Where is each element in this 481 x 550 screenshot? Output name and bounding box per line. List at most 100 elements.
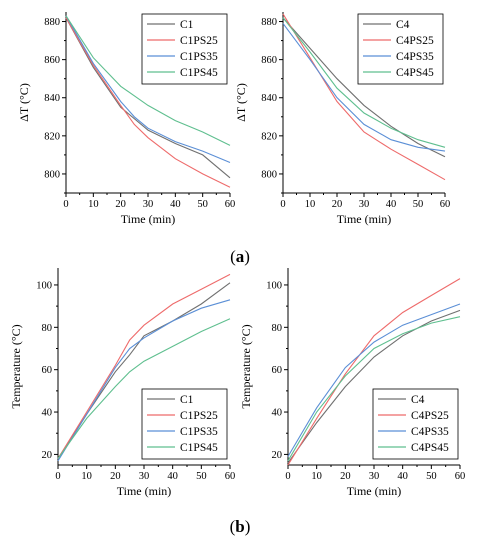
legend-label: C1PS25 [180, 35, 218, 47]
series-line-c1 [65, 17, 231, 179]
y-axis-title: ΔT (°C) [17, 83, 31, 122]
series-line-c4ps35 [287, 303, 461, 457]
legend: C4 C4PS25 C4PS35 C4PS45 [357, 13, 444, 85]
y-tick-label: 800 [261, 169, 277, 180]
x-tick-label: 30 [143, 199, 154, 210]
chart-b-left: 0 10 20 30 40 50 60 20 40 60 80 100 Time (min) Temper… [9, 268, 235, 498]
legend-label: C1PS25 [180, 410, 218, 422]
svg-text:(a): (a) [230, 247, 250, 266]
legend-label: C4PS45 [411, 442, 449, 454]
x-tick-label: 30 [139, 471, 150, 482]
y-tick-label: 20 [272, 450, 283, 461]
x-axis-title: Time (min) [117, 484, 172, 498]
legend-label: C4PS35 [411, 426, 449, 438]
x-tick-label: 20 [340, 471, 351, 482]
legend-label: C1PS35 [180, 51, 218, 63]
series-line-c1ps25 [65, 17, 231, 188]
x-tick-label: 0 [280, 199, 285, 210]
y-tick-label: 820 [261, 131, 277, 142]
x-tick-label: 60 [225, 199, 236, 210]
y-tick-label: 40 [42, 408, 53, 419]
y-tick-label: 880 [44, 17, 60, 28]
x-tick-label: 30 [369, 471, 380, 482]
y-tick-label: 840 [261, 93, 277, 104]
series-line-c1ps45 [65, 15, 231, 146]
y-tick-label: 20 [42, 450, 53, 461]
x-tick-label: 60 [455, 471, 466, 482]
legend: C4 C4PS25 C4PS35 C4PS45 [372, 388, 459, 460]
x-tick-label: 10 [81, 471, 92, 482]
x-tick-label: 50 [426, 471, 437, 482]
y-axis-title: ΔT (°C) [234, 83, 248, 122]
y-axis-title: Temperature (°C) [239, 324, 253, 408]
x-tick-label: 20 [110, 471, 121, 482]
legend-label: C1PS45 [180, 442, 218, 454]
x-tick-label: 30 [359, 199, 370, 210]
x-tick-label: 50 [413, 199, 424, 210]
panel-b-open: ( [230, 517, 236, 536]
series-line-c4ps25 [287, 278, 461, 466]
x-tick-label: 40 [170, 199, 181, 210]
series-line-c4ps45 [282, 17, 446, 148]
series-line-c1ps35 [57, 299, 231, 462]
y-tick-label: 880 [261, 17, 277, 28]
x-tick-label: 60 [225, 471, 236, 482]
series-line-c4ps45 [287, 316, 461, 462]
y-tick-label: 820 [44, 131, 60, 142]
x-tick-label: 10 [305, 199, 316, 210]
x-tick-label: 0 [63, 199, 68, 210]
y-tick-label: 860 [44, 55, 60, 66]
chart-a-left: 0 10 20 30 40 50 60 800 820 840 860 880 Time (min) ΔT… [17, 12, 235, 226]
y-tick-label: 80 [42, 323, 53, 334]
x-tick-label: 20 [115, 199, 126, 210]
series-line-c4ps35 [282, 23, 446, 152]
x-tick-label: 10 [311, 471, 322, 482]
x-tick-label: 60 [440, 199, 451, 210]
x-tick-label: 40 [397, 471, 408, 482]
panel-a-label: (a) [230, 247, 250, 266]
legend-label: C4 [396, 19, 410, 31]
x-tick-label: 20 [332, 199, 343, 210]
x-tick-label: 40 [167, 471, 178, 482]
x-axis-title: Time (min) [121, 212, 176, 226]
y-tick-label: 800 [44, 169, 60, 180]
panel-b-close: ) [245, 517, 251, 536]
panel-a-close: ) [244, 247, 250, 266]
series-line-c1ps35 [65, 15, 231, 164]
series-line-c4 [282, 17, 446, 158]
series-line-c1ps45 [57, 318, 231, 459]
x-tick-label: 10 [88, 199, 99, 210]
y-tick-label: 100 [266, 280, 282, 291]
y-tick-label: 860 [261, 55, 277, 66]
svg-text:(b): (b) [230, 517, 251, 536]
legend-label: C4PS25 [411, 410, 449, 422]
y-tick-label: 840 [44, 93, 60, 104]
chart-a-right: 0 10 20 30 40 50 60 800 820 840 860 880 Time (min) ΔT… [234, 12, 450, 226]
panel-a-open: ( [230, 247, 236, 266]
legend-label: C4 [411, 394, 425, 406]
panel-a-letter: a [236, 247, 245, 266]
x-tick-label: 50 [196, 471, 207, 482]
legend-label: C4PS25 [396, 35, 434, 47]
y-tick-label: 60 [272, 365, 283, 376]
x-axis-title: Time (min) [337, 212, 392, 226]
y-axis-title: Temperature (°C) [9, 324, 23, 408]
y-tick-label: 40 [272, 408, 283, 419]
panel-b-label: (b) [230, 517, 251, 536]
legend: C1 C1PS25 C1PS35 C1PS45 [141, 13, 228, 85]
legend: C1 C1PS25 C1PS35 C1PS45 [141, 388, 228, 460]
x-tick-label: 0 [55, 471, 60, 482]
legend-label: C4PS35 [396, 51, 434, 63]
x-tick-label: 40 [386, 199, 397, 210]
series-line-c1ps25 [57, 273, 231, 459]
y-tick-label: 80 [272, 323, 283, 334]
x-tick-label: 50 [197, 199, 208, 210]
x-axis-title: Time (min) [347, 484, 402, 498]
y-tick-label: 60 [42, 365, 53, 376]
legend-label: C1PS35 [180, 426, 218, 438]
panel-b-letter: b [235, 517, 244, 536]
x-tick-label: 0 [285, 471, 290, 482]
legend-label: C1 [180, 394, 194, 406]
legend-label: C4PS45 [396, 67, 434, 79]
